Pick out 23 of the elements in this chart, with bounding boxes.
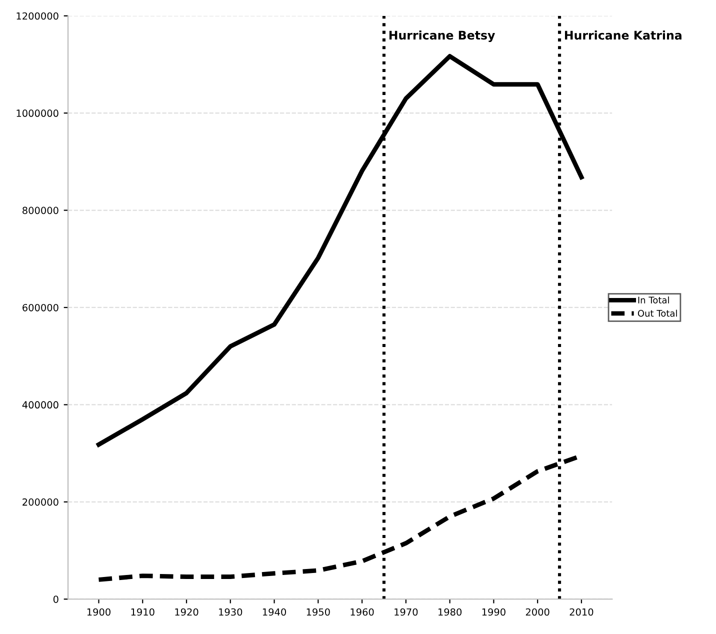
legend-label: Out Total <box>638 310 677 317</box>
y-tick-label: 1200000 <box>16 12 58 20</box>
x-tick-label: 1930 <box>219 608 242 616</box>
x-tick-label: 1970 <box>394 608 418 616</box>
x-tick-label: 1920 <box>175 608 198 616</box>
x-tick-label: 1950 <box>306 608 330 616</box>
x-tick-label: 1900 <box>87 608 110 616</box>
y-tick-label: 400000 <box>22 401 58 409</box>
legend-label: In Total <box>638 296 669 304</box>
y-tick-label: 1000000 <box>16 110 58 117</box>
x-tick-label: 2000 <box>526 608 550 616</box>
y-tick-label: 200000 <box>22 498 58 506</box>
y-tick-label: 0 <box>53 596 58 603</box>
y-tick-label: 600000 <box>22 304 58 312</box>
x-tick-label: 1990 <box>482 608 506 616</box>
x-tick-label: 1980 <box>438 608 462 616</box>
ref-line-label: Hurricane Katrina <box>564 30 682 40</box>
x-tick-label: 2010 <box>570 608 594 616</box>
x-tick-label: 1910 <box>131 608 154 616</box>
x-tick-label: 1940 <box>262 608 286 616</box>
ref-line-label: Hurricane Betsy <box>389 30 495 42</box>
y-tick-label: 800000 <box>22 206 58 214</box>
x-tick-label: 1960 <box>350 608 374 616</box>
